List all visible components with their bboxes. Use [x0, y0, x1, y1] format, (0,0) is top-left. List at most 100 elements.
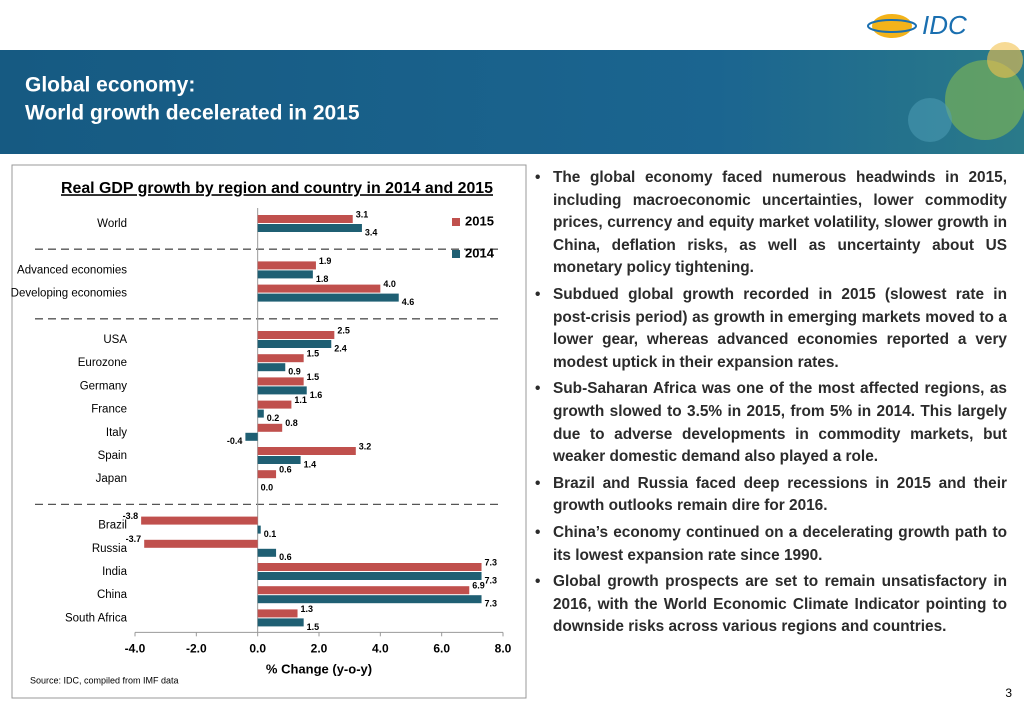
bar	[144, 539, 258, 548]
bar	[257, 293, 399, 302]
x-tick-label: -4.0	[125, 641, 146, 655]
x-axis-label: % Change (y-o-y)	[266, 661, 372, 676]
value-label: 1.5	[307, 349, 320, 359]
value-label: 0.6	[279, 465, 292, 475]
bar	[257, 609, 298, 618]
bar	[257, 572, 482, 580]
category-label: Developing economies	[11, 288, 128, 300]
bullet-list: The global economy faced numerous headwi…	[533, 167, 1007, 643]
logo-mark	[867, 19, 917, 33]
logo-text: IDC	[922, 10, 967, 40]
page-number: 3	[1005, 686, 1012, 700]
bar	[257, 331, 335, 339]
value-label: 0.9	[288, 367, 301, 377]
logo-mark	[872, 14, 912, 38]
bar	[245, 432, 258, 441]
value-label: 7.3	[485, 575, 498, 585]
bar	[257, 261, 316, 270]
category-label: France	[91, 404, 127, 416]
legend-label: 2015	[465, 213, 494, 228]
value-label: 3.1	[356, 209, 369, 219]
x-tick-label: 4.0	[372, 641, 389, 655]
bar	[257, 548, 277, 557]
bullet: China’s economy continued on a decelerat…	[533, 522, 1007, 567]
bar	[141, 516, 258, 525]
bar	[257, 563, 482, 571]
value-label: 0.2	[267, 413, 280, 423]
bar	[257, 525, 261, 534]
category-label: South Africa	[65, 612, 128, 624]
category-label: Russia	[92, 543, 128, 555]
x-tick-label: -2.0	[186, 641, 207, 655]
bar	[257, 400, 292, 409]
header-band	[0, 50, 1024, 154]
value-label: 6.9	[472, 581, 485, 591]
value-label: 2.4	[334, 343, 347, 353]
x-tick-label: 2.0	[311, 641, 328, 655]
value-label: 7.3	[485, 599, 498, 609]
x-tick-label: 6.0	[433, 641, 450, 655]
category-label: Advanced economies	[17, 264, 127, 276]
value-label: 0.1	[264, 529, 277, 539]
decoration	[945, 60, 1024, 140]
bar	[257, 377, 304, 386]
category-label: Spain	[98, 450, 127, 462]
source: Source: IDC, compiled from IMF data	[30, 675, 179, 685]
bullet: The global economy faced numerous headwi…	[533, 167, 1007, 280]
value-label: 1.5	[307, 372, 320, 382]
x-tick-label: 8.0	[495, 641, 512, 655]
category-label: China	[97, 589, 128, 601]
legend-swatch	[452, 250, 460, 258]
bar	[257, 470, 277, 479]
bar	[257, 618, 304, 627]
legend-label: 2014	[465, 245, 495, 260]
slide-title: Global economy:	[25, 74, 195, 97]
category-label: Italy	[106, 427, 127, 439]
value-label: 1.3	[301, 604, 314, 614]
category-label: Eurozone	[78, 357, 127, 369]
bar	[257, 586, 470, 595]
bar	[257, 386, 307, 395]
bullet: Subdued global growth recorded in 2015 (…	[533, 284, 1007, 374]
value-label: 0.6	[279, 552, 292, 562]
bar	[257, 363, 286, 372]
value-label: -3.8	[123, 511, 139, 521]
bar	[257, 423, 283, 432]
bar	[257, 595, 482, 604]
legend-swatch	[452, 218, 460, 226]
bar	[257, 224, 362, 232]
bar	[257, 456, 301, 464]
slide-title: World growth decelerated in 2015	[25, 102, 360, 125]
value-label: 1.8	[316, 274, 329, 284]
chart-title: Real GDP growth by region and country in…	[61, 180, 493, 197]
value-label: 3.4	[365, 227, 378, 237]
value-label: 1.4	[304, 459, 317, 469]
value-label: 4.6	[402, 297, 415, 307]
bullet: Brazil and Russia faced deep recessions …	[533, 473, 1007, 518]
bullet: Global growth prospects are set to remai…	[533, 571, 1007, 639]
decoration	[987, 42, 1023, 78]
decoration	[908, 98, 952, 142]
value-label: -3.7	[126, 534, 142, 544]
value-label: 1.6	[310, 390, 323, 400]
category-label: India	[102, 566, 128, 578]
x-tick-label: 0.0	[249, 641, 266, 655]
value-label: -0.4	[227, 436, 243, 446]
bar	[257, 215, 353, 223]
category-label: USA	[103, 334, 127, 346]
value-label: 1.5	[307, 622, 320, 632]
bullet: Sub-Saharan Africa was one of the most a…	[533, 378, 1007, 468]
bar	[257, 270, 313, 279]
bar	[257, 284, 381, 293]
bar	[257, 340, 332, 348]
category-label: Japan	[96, 473, 127, 485]
bar	[257, 447, 356, 455]
value-label: 1.1	[294, 395, 307, 405]
value-label: 4.0	[383, 279, 396, 289]
value-label: 3.2	[359, 441, 372, 451]
bar	[257, 354, 304, 363]
value-label: 0.0	[261, 483, 274, 493]
category-label: Germany	[80, 380, 128, 392]
